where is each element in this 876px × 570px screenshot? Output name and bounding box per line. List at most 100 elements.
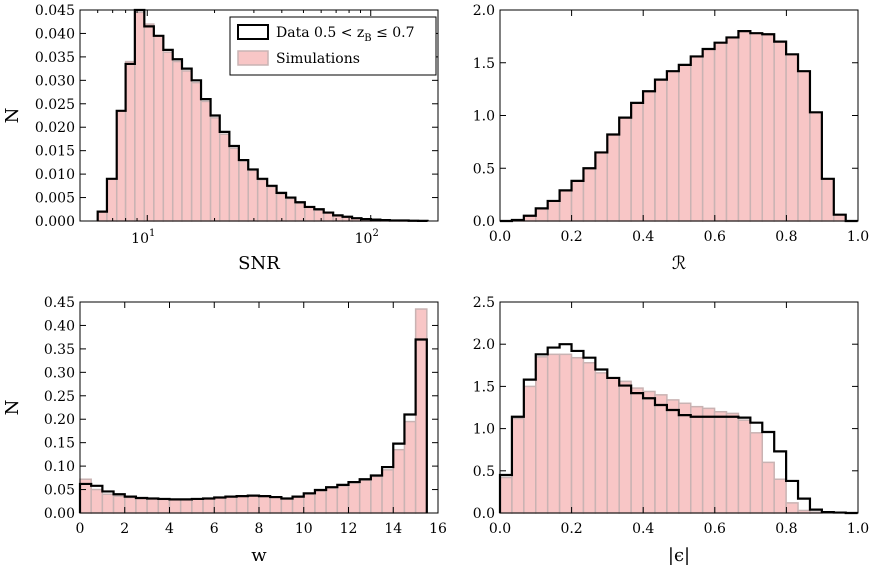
simulation-bar [171,60,183,222]
simulations-series [511,30,847,222]
simulation-bar [124,60,136,222]
xtick-label: 0.0 [489,521,511,537]
simulation-bar [606,133,620,222]
simulation-bar [737,419,752,514]
simulation-bar [689,405,704,514]
ytick-label: 0.15 [44,436,75,452]
simulation-bar [654,394,668,514]
x-axis-label: w [251,545,267,566]
legend-label-tail: ≤ 0.7 [372,25,415,41]
simulation-bar [153,35,165,222]
simulation-bar [336,485,350,514]
ytick-label: 2.0 [473,337,495,353]
simulation-bar [209,117,221,222]
y-axis-label: N [2,400,23,416]
xtick-label: 1.0 [847,229,869,245]
xtick-label: 12 [340,521,358,537]
simulation-bar [392,448,406,514]
simulation-bar [202,497,215,514]
ytick-label: 0.10 [44,459,75,475]
simulation-bar [666,399,680,514]
ytick-label: 0.5 [473,161,495,177]
simulation-bar [761,33,775,222]
simulation-bar [322,212,334,222]
simulation-bar [112,495,126,514]
simulation-bar [303,493,316,514]
simulation-bar [523,385,537,514]
ytick-label: 0.30 [44,365,75,381]
simulation-bar [535,356,549,514]
x-axis-label: SNR [238,253,280,274]
simulation-bar [124,496,137,514]
xtick-label: 4 [165,521,174,537]
ytick-label: 2.5 [473,295,495,311]
xtick-label: 0.4 [632,229,654,245]
simulation-bar [256,178,268,222]
simulation-bar [725,412,740,514]
xtick-label: 8 [255,521,264,537]
simulation-bar [713,41,728,222]
simulation-bar [821,178,835,222]
panel-ellipticity-histogram: 0.0 0.5 1.0 1.5 2.0 2.5 0.0 0.2 0.4 0.6 0.8 1.0 |ϵ| [473,295,869,566]
simulation-bar [314,490,327,514]
ytick-label: 1.5 [473,56,495,72]
simulation-bar [325,487,339,514]
ytick-label: 0.40 [44,318,75,334]
simulation-bar [347,482,361,514]
simulation-bar [332,215,344,222]
simulation-bar [313,209,325,222]
ytick-label: 0.020 [35,120,75,136]
simulation-bar [280,498,294,514]
simulation-bar [546,200,561,222]
simulation-bar [546,353,561,514]
xtick-label: 0.8 [775,521,797,537]
simulation-bar [213,496,227,514]
simulation-bar [606,377,620,514]
simulation-bar [285,197,297,222]
simulation-bar [381,469,394,514]
xtick-label: 0.6 [704,229,726,245]
simulation-bar [511,417,525,514]
simulation-bar [558,189,573,222]
simulation-bar [275,193,287,222]
simulation-bar [749,432,764,514]
simulation-bar [570,180,585,222]
data-step-line [500,30,858,223]
simulation-bar [168,498,182,514]
panel-w-histogram: 0.00 0.05 0.10 0.15 0.20 0.25 0.30 0.35 0.40 0.45… [2,295,447,566]
simulation-bar [247,169,259,222]
simulation-bar [403,420,417,514]
ytick-label: 0.015 [35,144,75,160]
ytick-label: 0.0 [473,506,495,522]
panel-snr-histogram: 0.000 0.005 0.010 0.015 0.020 0.025 0.030 0.035… [2,3,439,274]
simulation-bar [797,70,811,222]
xtick-label: 0.6 [704,521,726,537]
ytick-label: 2.0 [473,3,495,19]
simulation-bar [224,495,238,514]
simulation-bar [162,51,174,222]
simulation-bar [618,116,632,222]
xtick-label: 1.0 [847,521,869,537]
simulation-bar [291,496,305,514]
ytick-label: 0.040 [35,26,75,42]
simulation-bar [157,498,171,514]
simulation-bar [773,478,787,514]
simulation-bar [570,356,585,514]
simulations-series [79,308,428,514]
ytick-label: 0.5 [473,464,495,480]
simulation-bar [266,186,278,222]
simulation-bar [749,32,764,222]
simulation-bar [134,11,146,222]
simulation-bar [143,23,155,222]
simulation-bar [106,178,118,222]
ytick-label: 0.0 [473,214,495,230]
simulation-bar [594,372,609,514]
simulation-bar [594,151,609,222]
simulation-bar [809,111,823,222]
simulation-bar [269,496,283,514]
simulation-bar [101,493,115,514]
xtick-label: 6 [210,521,219,537]
simulation-bar [358,479,372,514]
simulation-bar [737,30,752,222]
